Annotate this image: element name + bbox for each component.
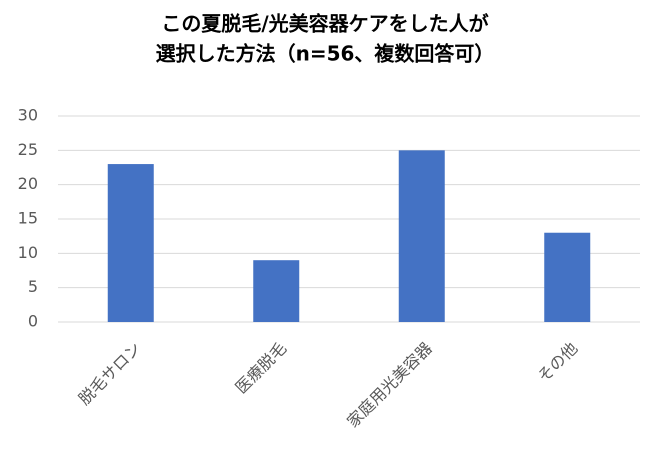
y-tick-label: 25 (18, 140, 38, 159)
x-tick-label: 医療脱毛 (232, 339, 291, 398)
x-tick-label: 脱毛サロン (75, 339, 145, 409)
bar (253, 260, 300, 322)
chart-title: この夏脱毛/光美容器ケアをした人が (161, 12, 488, 36)
bar (398, 150, 445, 322)
y-tick-label: 20 (18, 174, 38, 193)
bar (107, 164, 154, 322)
y-tick-label: 30 (18, 106, 38, 125)
x-tick-label: その他 (534, 339, 581, 386)
y-tick-label: 10 (18, 243, 38, 262)
x-tick-label: 家庭用光美容器 (343, 339, 436, 432)
y-tick-label: 5 (28, 277, 38, 296)
bar (544, 232, 591, 322)
chart-title: 選択した方法（n=56、複数回答可） (156, 42, 495, 66)
y-tick-label: 15 (18, 209, 38, 228)
y-tick-label: 0 (28, 312, 38, 331)
